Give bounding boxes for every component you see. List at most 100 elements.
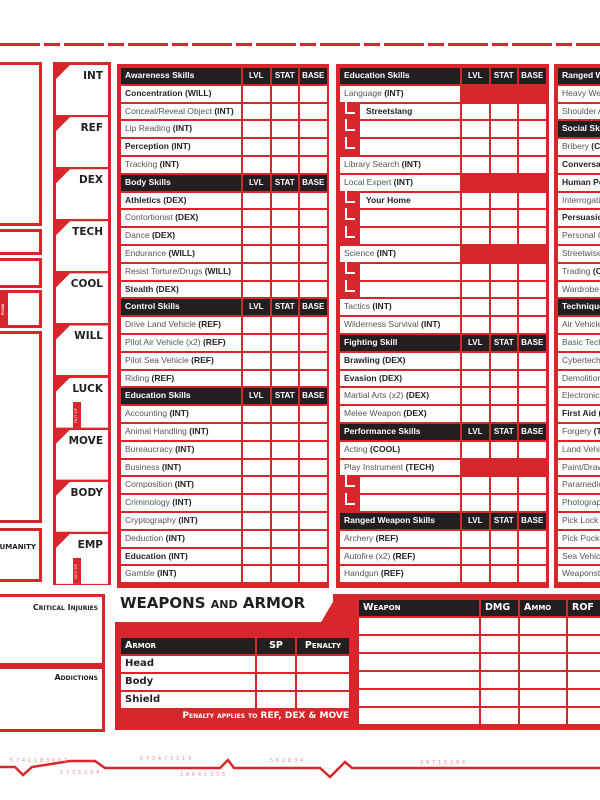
stat-box-move[interactable]: MOVE — [56, 429, 108, 480]
weapon-name-field[interactable] — [359, 636, 479, 652]
stat-field[interactable] — [490, 121, 517, 138]
specialization-field[interactable] — [360, 210, 460, 227]
rof-field[interactable] — [568, 654, 600, 670]
specialization-field[interactable]: Your Home — [360, 192, 460, 209]
lvl-field[interactable] — [243, 512, 270, 529]
lvl-field[interactable] — [243, 459, 270, 476]
penalty-field[interactable] — [297, 692, 349, 708]
lvl-field[interactable] — [462, 388, 489, 405]
rof-field[interactable] — [568, 708, 600, 724]
sp-field[interactable] — [257, 692, 295, 708]
stat-field[interactable] — [490, 299, 517, 316]
base-field[interactable] — [519, 352, 546, 369]
stat-field[interactable] — [271, 139, 298, 155]
weapon-name-field[interactable] — [359, 672, 479, 688]
specialization-field[interactable] — [360, 228, 460, 244]
dmg-field[interactable] — [481, 708, 518, 724]
portrait-box[interactable] — [0, 62, 42, 226]
lvl-field[interactable] — [243, 334, 270, 351]
stat-field[interactable] — [271, 459, 298, 476]
stat-field[interactable] — [271, 548, 298, 565]
base-field[interactable] — [300, 121, 327, 138]
addictions-box[interactable]: Addictions — [0, 666, 105, 732]
stat-field[interactable] — [271, 103, 298, 120]
stat-box-tech[interactable]: TECH — [56, 221, 108, 272]
stat-box-ref[interactable]: REF — [56, 117, 108, 168]
lvl-field[interactable] — [462, 103, 489, 120]
stat-field[interactable] — [490, 281, 517, 298]
stat-field[interactable] — [490, 530, 517, 547]
base-field[interactable] — [519, 192, 546, 209]
lvl-field[interactable] — [462, 121, 489, 138]
base-field[interactable] — [519, 228, 546, 244]
weapon-name-field[interactable] — [359, 654, 479, 670]
lvl-field[interactable] — [462, 210, 489, 227]
base-field[interactable] — [519, 121, 546, 138]
weapon-name-field[interactable] — [359, 618, 479, 634]
lvl-field[interactable] — [243, 566, 270, 583]
stat-field[interactable] — [490, 566, 517, 583]
lvl-field[interactable] — [243, 352, 270, 369]
stat-field[interactable] — [490, 406, 517, 422]
lvl-field[interactable] — [462, 317, 489, 333]
stat-field[interactable] — [271, 566, 298, 583]
dmg-field[interactable] — [481, 672, 518, 688]
lvl-field[interactable] — [462, 370, 489, 387]
base-field[interactable] — [300, 334, 327, 351]
stat-field[interactable] — [490, 317, 517, 333]
weapon-name-field[interactable] — [359, 708, 479, 724]
dmg-field[interactable] — [481, 618, 518, 634]
stat-field[interactable] — [271, 530, 298, 547]
base-field[interactable] — [300, 566, 327, 583]
stat-field[interactable] — [271, 245, 298, 262]
lvl-field[interactable] — [462, 495, 489, 511]
base-field[interactable] — [300, 512, 327, 529]
lvl-field[interactable] — [462, 406, 489, 422]
base-field[interactable] — [519, 317, 546, 333]
base-field[interactable] — [300, 548, 327, 565]
lvl-field[interactable] — [243, 156, 270, 173]
penalty-field[interactable] — [297, 674, 349, 690]
weapon-name-field[interactable] — [359, 690, 479, 706]
ammo-field[interactable] — [520, 672, 566, 688]
base-field[interactable] — [300, 245, 327, 262]
lvl-field[interactable] — [243, 530, 270, 547]
base-field[interactable] — [300, 281, 327, 298]
lvl-field[interactable] — [243, 103, 270, 120]
stat-box-cool[interactable]: COOL — [56, 273, 108, 324]
lvl-field[interactable] — [243, 210, 270, 227]
stat-box-emp[interactable]: EMP OUT OF — [56, 533, 108, 584]
stat-box-dex[interactable]: DEX — [56, 169, 108, 220]
base-field[interactable] — [519, 566, 546, 583]
stat-box-int[interactable]: INT — [56, 65, 108, 115]
stat-field[interactable] — [271, 121, 298, 138]
stat-field[interactable] — [490, 228, 517, 244]
lvl-field[interactable] — [462, 352, 489, 369]
lvl-field[interactable] — [462, 477, 489, 494]
lvl-field[interactable] — [462, 566, 489, 583]
lvl-field[interactable] — [243, 370, 270, 387]
stat-field[interactable] — [490, 263, 517, 280]
base-field[interactable] — [519, 441, 546, 458]
lvl-field[interactable] — [243, 477, 270, 494]
stat-field[interactable] — [271, 512, 298, 529]
stat-field[interactable] — [490, 352, 517, 369]
base-field[interactable] — [300, 192, 327, 209]
base-field[interactable] — [300, 103, 327, 120]
base-field[interactable] — [300, 406, 327, 422]
lvl-field[interactable] — [462, 156, 489, 173]
lvl-field[interactable] — [462, 263, 489, 280]
lvl-field[interactable] — [243, 121, 270, 138]
stat-field[interactable] — [490, 210, 517, 227]
specialization-field[interactable] — [360, 281, 460, 298]
base-field[interactable] — [519, 156, 546, 173]
base-field[interactable] — [300, 228, 327, 244]
rank-field[interactable] — [5, 290, 42, 328]
ammo-field[interactable] — [520, 690, 566, 706]
lvl-field[interactable] — [462, 139, 489, 155]
lvl-field[interactable] — [243, 139, 270, 155]
base-field[interactable] — [519, 388, 546, 405]
stat-field[interactable] — [490, 139, 517, 155]
lvl-field[interactable] — [243, 317, 270, 333]
base-field[interactable] — [300, 210, 327, 227]
